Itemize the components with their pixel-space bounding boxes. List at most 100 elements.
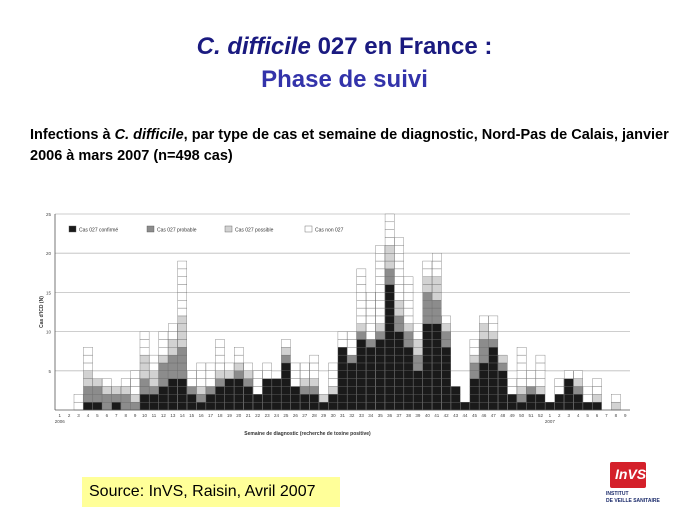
bar-segment xyxy=(432,378,442,387)
bar-segment xyxy=(384,315,395,324)
bar-segment xyxy=(432,354,442,364)
bar-segment xyxy=(366,307,376,317)
bar-segment xyxy=(526,378,536,387)
bar-segment xyxy=(281,362,291,371)
bar-segment xyxy=(573,370,583,379)
bar-segment xyxy=(563,386,574,395)
bar-segment xyxy=(318,401,329,411)
bar-segment xyxy=(281,370,291,379)
bar-segment xyxy=(347,378,357,387)
x-tick-label: 50 xyxy=(519,413,525,418)
bar-segment xyxy=(347,339,357,348)
bar-segment xyxy=(300,362,310,371)
bar-segment xyxy=(347,401,357,411)
bar-segment xyxy=(488,347,499,356)
bar-segment xyxy=(337,401,348,411)
bar-segment xyxy=(384,260,395,270)
bar-segment xyxy=(554,394,565,403)
legend-label: Cas 027 possible xyxy=(235,228,274,234)
bar-segment xyxy=(394,323,404,332)
x-tick-label: 5 xyxy=(586,413,589,418)
invs-logo-line1: INSTITUT xyxy=(606,491,629,497)
chart-description-post: , par type de cas et semaine de diagnost… xyxy=(30,127,669,164)
bar-segment xyxy=(469,378,480,387)
bar-segment xyxy=(384,268,395,277)
x-tick-label: 42 xyxy=(444,413,450,418)
bar-segment xyxy=(120,386,131,395)
bar-segment xyxy=(479,362,489,371)
bar-segment xyxy=(432,394,442,403)
bar-segment xyxy=(441,354,451,364)
bar-segment xyxy=(262,401,272,411)
bar-segment xyxy=(535,401,546,411)
bar-segment xyxy=(394,394,404,403)
bar-segment xyxy=(243,394,253,403)
bar-segment xyxy=(366,362,376,371)
bar-segment xyxy=(234,370,244,379)
bar-segment xyxy=(168,347,178,356)
bar-segment xyxy=(422,339,433,348)
bar-segment xyxy=(488,378,499,387)
x-tick-label: 41 xyxy=(434,413,440,418)
chart-description-pre: Infections à xyxy=(30,127,115,143)
bar-segment xyxy=(196,362,206,371)
bar-segment xyxy=(403,386,414,395)
bar-segment xyxy=(526,386,536,395)
bar-segment xyxy=(535,394,546,403)
legend-label: Cas non 027 xyxy=(315,228,344,234)
bar-segment xyxy=(234,401,244,411)
bar-segment xyxy=(394,300,404,309)
bar-segment xyxy=(563,378,574,387)
bar-segment xyxy=(375,284,385,293)
bar-segment xyxy=(309,401,319,411)
bar-segment xyxy=(177,401,188,411)
bar-segment xyxy=(102,401,112,411)
bar-segment xyxy=(177,268,188,277)
bar-segment xyxy=(177,307,188,317)
slide-title: C. difficile 027 en France : xyxy=(0,33,689,61)
bar-segment xyxy=(215,378,225,387)
bar-segment xyxy=(139,401,150,411)
bar-segment xyxy=(394,253,404,262)
bar-segment xyxy=(337,339,348,348)
x-tick-label: 3 xyxy=(567,413,570,418)
bar-segment xyxy=(234,386,244,395)
x-tick-label: 37 xyxy=(397,413,403,418)
bar-segment xyxy=(403,354,414,364)
bar-segment xyxy=(243,370,253,379)
bar-segment xyxy=(73,394,84,403)
bar-segment xyxy=(356,339,367,348)
x-tick-label: 2 xyxy=(558,413,561,418)
bar-segment xyxy=(300,378,310,387)
bar-segment xyxy=(413,370,423,379)
bar-segment xyxy=(102,386,112,395)
bar-segment xyxy=(422,347,433,356)
bar-segment xyxy=(582,394,593,403)
bar-segment xyxy=(177,378,188,387)
bar-segment xyxy=(196,386,206,395)
bar-segment xyxy=(111,386,122,395)
x-tick-label: 17 xyxy=(208,413,214,418)
bar-segment xyxy=(139,339,150,348)
x-tick-label: 23 xyxy=(265,413,271,418)
bar-segment xyxy=(403,401,414,411)
bar-segment xyxy=(252,401,263,411)
bar-segment xyxy=(318,394,329,403)
x-tick-label: 52 xyxy=(538,413,544,418)
bar-segment xyxy=(488,315,499,324)
bar-segment xyxy=(479,354,489,364)
slide-subtitle-phase: Phase de suivi xyxy=(261,66,428,93)
bar-segment xyxy=(384,237,395,246)
bar-segment xyxy=(432,401,442,411)
bar-segment xyxy=(403,276,414,285)
y-tick-label: 15 xyxy=(46,290,52,295)
bar-segment xyxy=(384,292,395,301)
bar-segment xyxy=(215,370,225,379)
bar-segment xyxy=(158,354,169,364)
bar-segment xyxy=(384,339,395,348)
bar-segment xyxy=(394,284,404,293)
bar-segment xyxy=(347,347,357,356)
bar-segment xyxy=(337,331,348,340)
bar-segment xyxy=(158,394,169,403)
x-tick-label: 26 xyxy=(293,413,299,418)
